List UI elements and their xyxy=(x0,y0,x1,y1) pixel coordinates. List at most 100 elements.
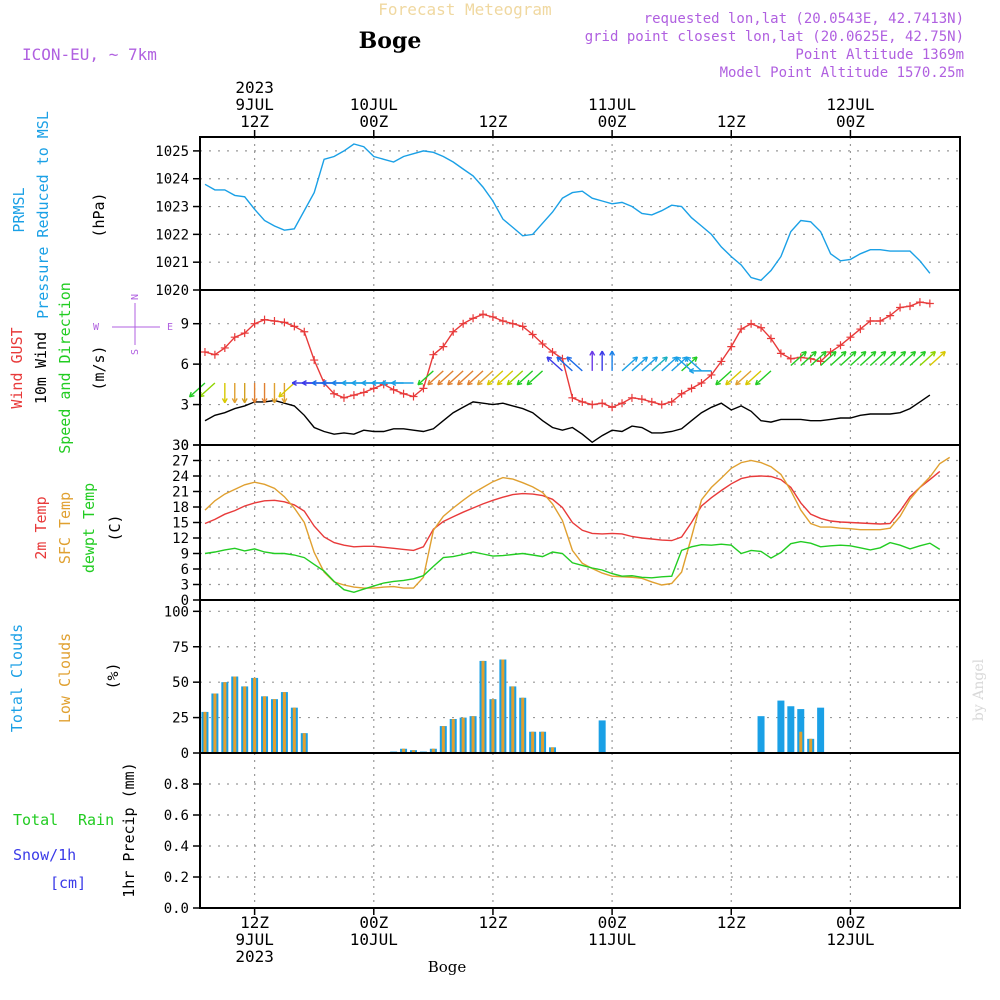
wind-arrow-head xyxy=(556,356,563,362)
cloud-label-2: Low Clouds xyxy=(56,633,74,723)
wind-arrow-head xyxy=(940,350,946,357)
wind-arrow xyxy=(889,351,907,366)
gust-marker xyxy=(886,311,895,320)
gust-marker xyxy=(786,354,795,363)
top-tick-label: 12Z xyxy=(717,112,746,131)
compass-w: W xyxy=(93,322,100,333)
wind-arrow xyxy=(800,351,817,366)
gust-marker xyxy=(250,319,259,328)
gust-marker xyxy=(836,341,845,350)
wind-arrow-head xyxy=(188,391,195,398)
wind-arrow xyxy=(790,351,807,366)
gust-marker xyxy=(578,397,587,406)
wind-arrow xyxy=(641,356,658,372)
wind-arrow-head xyxy=(715,379,721,386)
low-cloud-bar xyxy=(541,731,545,753)
gust-marker xyxy=(200,348,209,356)
top-tick-label: 00Z xyxy=(836,112,865,131)
wind-arrow xyxy=(745,370,762,386)
wind-arrow-head xyxy=(632,356,639,362)
gust-marker xyxy=(866,317,875,325)
gust-marker xyxy=(339,393,348,402)
gust-marker xyxy=(528,330,537,339)
point-altitude: Point Altitude 1369m xyxy=(795,47,964,63)
y-tick-label: 25 xyxy=(172,711,189,727)
gust-marker xyxy=(687,384,696,393)
gust-marker xyxy=(230,333,239,342)
wind-arrow xyxy=(840,351,857,366)
y-tick-label: 3 xyxy=(181,578,189,594)
wind-arrow xyxy=(457,370,474,386)
precip-axis-label: 1hr Precip (mm) xyxy=(120,762,138,897)
total-cloud-bar xyxy=(817,707,825,753)
gust-marker xyxy=(776,349,785,358)
wind-arrow-head xyxy=(642,356,649,362)
low-cloud-bar xyxy=(481,660,485,753)
wind-arrow xyxy=(849,351,867,366)
total-cloud-bar xyxy=(598,720,606,753)
wind-arrow-head xyxy=(589,350,596,356)
wind-arrow xyxy=(725,370,742,386)
wind-unit: (m/s) xyxy=(90,345,108,390)
wind-arrow xyxy=(661,356,678,372)
wind-arrow-head xyxy=(675,356,682,362)
wind-arrow-head xyxy=(417,379,423,386)
gust-marker xyxy=(469,314,478,323)
wind-arrow-head xyxy=(301,379,307,387)
compass-s: S xyxy=(130,349,141,355)
gust-marker xyxy=(330,389,339,398)
wind-arrow-head xyxy=(506,379,513,386)
top-tick-label: 2023 xyxy=(235,78,274,97)
bottom-tick-label: 00Z xyxy=(598,913,627,932)
gust-marker xyxy=(270,317,279,325)
wind-arrow xyxy=(929,351,946,366)
wind-arrow xyxy=(651,356,668,372)
wind-arrow xyxy=(685,356,702,372)
y-tick-label: 3 xyxy=(181,398,189,414)
gust-marker xyxy=(220,343,229,352)
y-tick-label: 27 xyxy=(172,454,189,470)
wind-arrow xyxy=(919,351,936,366)
wind-arrow-head xyxy=(231,398,238,404)
wind-arrow-head xyxy=(221,398,228,404)
low-cloud-bar xyxy=(203,711,207,753)
bottom-tick-label: 10JUL xyxy=(350,930,398,949)
wind-arrow-head xyxy=(754,379,761,386)
y-tick-label: 1020 xyxy=(155,283,189,299)
wind-arrow-head xyxy=(900,350,907,357)
precip-snow-unit: [cm] xyxy=(50,874,86,892)
low-cloud-bar xyxy=(402,748,406,753)
gust-marker xyxy=(548,348,557,356)
wind-arrow xyxy=(755,370,772,386)
gust-marker xyxy=(260,315,269,324)
wind-arrow-head xyxy=(447,379,453,386)
wind-arrow-head xyxy=(811,350,817,357)
wind-arrow xyxy=(467,370,484,386)
wind-arrow xyxy=(631,356,648,372)
wind-arrow-head xyxy=(725,379,731,386)
wind-arrow-head xyxy=(251,398,258,404)
gust-marker xyxy=(459,319,468,328)
gust-marker xyxy=(508,319,517,328)
wind-arrow-head xyxy=(427,379,433,386)
gust-marker xyxy=(369,384,378,393)
y-tick-label: 1024 xyxy=(155,172,189,188)
low-cloud-bar xyxy=(431,748,435,753)
gust-marker xyxy=(568,393,577,402)
wind-arrow xyxy=(546,356,563,372)
gust-marker xyxy=(915,298,924,307)
gust-marker xyxy=(518,322,527,331)
low-cloud-bar xyxy=(531,731,535,753)
y-tick-label: 50 xyxy=(172,675,189,691)
low-cloud-bar xyxy=(461,717,465,753)
low-cloud-bar xyxy=(233,676,237,753)
wind-arrow-head xyxy=(281,398,288,404)
bottom-tick-label: 11JUL xyxy=(588,930,636,949)
y-tick-label: 12 xyxy=(172,531,189,547)
y-tick-label: 1021 xyxy=(155,255,189,271)
gust-marker xyxy=(310,356,319,365)
gust-marker xyxy=(439,342,448,351)
gust-marker xyxy=(608,403,617,412)
